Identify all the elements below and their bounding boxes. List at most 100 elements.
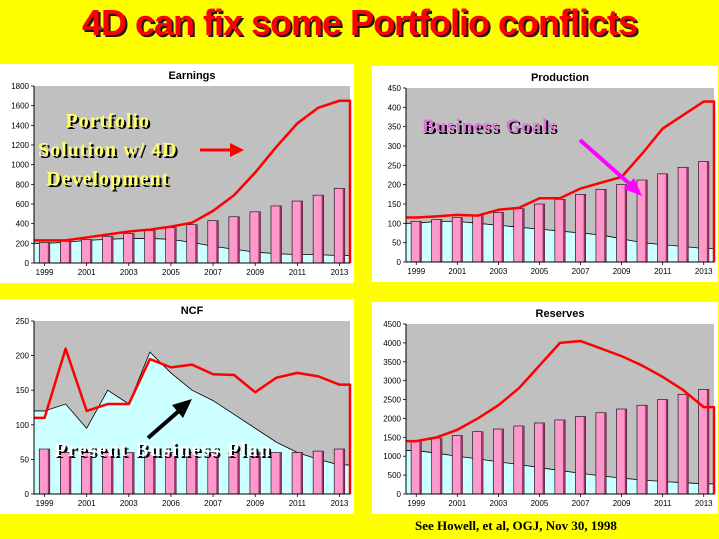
y-tick-label: 0 [25,490,30,499]
bar-shade [563,199,566,262]
bar-shade [624,409,627,494]
x-tick-label: 2009 [613,267,631,276]
x-tick-label: 2001 [78,499,96,508]
y-tick-label: 1800 [11,82,29,91]
bar-shade [624,184,627,262]
bar-shade [237,216,240,263]
x-tick-label: 2013 [331,268,349,277]
x-tick-label: 2011 [654,267,672,276]
x-tick-label: 2009 [613,499,631,508]
chart-title: NCF [181,305,204,317]
y-tick-label: 150 [388,200,402,209]
x-tick-label: 2001 [78,268,96,277]
y-tick-label: 3500 [383,358,401,367]
x-tick-label: 1999 [36,268,54,277]
x-tick-label: 2007 [572,499,590,508]
bar-shade [279,205,282,263]
y-tick-label: 400 [16,220,30,229]
bar-shade [153,452,156,494]
y-tick-label: 100 [16,421,30,430]
x-tick-label: 2013 [695,499,713,508]
earnings-chart-panel: Earnings 0 200 400 600 800 1000 1200 1400 1600 180… [0,64,354,283]
x-tick-label: 2003 [490,499,508,508]
x-tick-label: 2005 [531,499,549,508]
x-tick-label: 2011 [654,499,672,508]
bar-shade [321,451,324,494]
line-series [34,347,352,494]
y-tick-label: 0 [397,490,402,499]
y-tick-label: 350 [388,123,402,132]
bar-shade [501,212,504,262]
x-tick-label: 1999 [36,499,54,508]
present-business-plan-label: Present Business Plan [54,439,272,461]
x-tick-label: 2007 [204,499,222,508]
bar-shade [258,452,261,494]
bar-shade [68,241,71,263]
bar-shade [195,224,198,263]
bar-shade [583,416,586,494]
bar-shade [47,449,50,494]
y-tick-label: 600 [16,200,30,209]
bar-shade [216,452,219,494]
x-tick-label: 2009 [246,268,264,277]
bar-shade [522,426,525,494]
line-series [34,99,352,263]
bar-shade [604,189,607,262]
y-tick-label: 800 [16,180,30,189]
bar-shade [481,431,483,494]
bar-shade [439,438,442,494]
y-tick-label: 450 [388,84,402,93]
bar-shade [522,208,525,262]
bar-shade [460,217,463,262]
y-tick-label: 150 [16,386,30,395]
line-series [406,100,716,262]
production-chart: Production 0 50 100 150 200 250 300 350 400 450 199… [388,72,716,276]
chart-title: Reserves [536,308,585,320]
bar-shade [216,220,219,263]
bar-shade [419,441,422,494]
earnings-chart: Earnings 0 200 400 600 800 1000 1200 1400 1600 180… [11,70,352,277]
bar-shade [419,221,422,262]
bar-shade [68,452,71,494]
bar-shade [542,422,545,494]
y-tick-label: 250 [388,161,402,170]
bar-shade [706,161,709,262]
y-tick-label: 400 [388,103,402,112]
y-tick-label: 250 [16,317,30,326]
bar-shade [481,215,483,262]
line-series [406,339,716,494]
bar-shade [665,399,668,494]
bar-shade [174,227,177,263]
x-tick-label: 2013 [331,499,349,508]
y-tick-label: 500 [388,471,402,480]
x-tick-label: 2003 [120,499,138,508]
bar-shade [563,419,566,494]
bar-shade [501,429,504,494]
bar-shade [686,394,689,494]
bar-shade [258,211,261,263]
bar-shade [174,452,177,494]
bar-shade [132,233,135,263]
y-tick-label: 200 [16,239,30,248]
y-tick-label: 50 [392,239,401,248]
ncf-chart: NCF 0 50 100 150 200 250 1999 2001 2003 2006 2007 20… [16,305,352,508]
bar-shade [460,435,463,494]
y-tick-label: 4000 [383,339,401,348]
y-tick-label: 1500 [383,433,401,442]
bar-shade [583,194,586,262]
x-tick-label: 1999 [407,499,425,508]
y-tick-label: 200 [16,352,30,361]
y-tick-label: 1600 [11,102,29,111]
x-tick-label: 2007 [204,268,222,277]
y-tick-label: 2500 [383,396,401,405]
x-tick-label: 1999 [407,267,425,276]
bar-shade [237,452,240,494]
x-tick-label: 2011 [289,268,307,277]
bar-shade [604,412,607,494]
y-tick-label: 0 [397,258,402,267]
present-plan-arrow-icon [146,399,192,440]
x-tick-label: 2005 [162,268,180,277]
bar-shade [132,452,135,494]
reserves-chart-panel: Reserves 0 500 1000 1500 2000 2500 3000 3500 4000… [372,302,718,514]
